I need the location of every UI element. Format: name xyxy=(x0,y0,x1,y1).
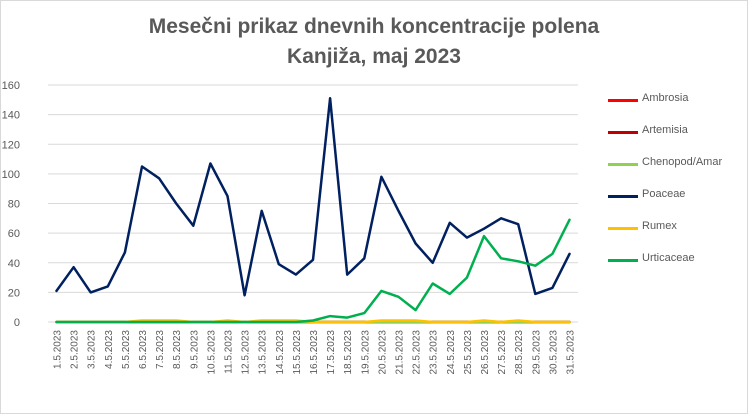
x-tick-label: 28.5.2023 xyxy=(514,330,525,375)
x-tick-label: 12.5.2023 xyxy=(241,330,252,375)
x-tick-label: 3.5.2023 xyxy=(87,330,98,369)
y-tick-label: 60 xyxy=(8,228,20,240)
x-tick-label: 7.5.2023 xyxy=(155,330,166,369)
y-tick-label: 140 xyxy=(2,110,20,122)
legend-swatch xyxy=(608,163,638,166)
x-tick-label: 27.5.2023 xyxy=(497,330,508,375)
x-tick-label: 8.5.2023 xyxy=(172,330,183,369)
legend-swatch xyxy=(608,195,638,198)
x-tick-label: 30.5.2023 xyxy=(548,330,559,375)
y-tick-label: 0 xyxy=(14,317,20,329)
x-tick-label: 23.5.2023 xyxy=(429,330,440,375)
x-tick-label: 2.5.2023 xyxy=(70,330,81,369)
x-tick-label: 1.5.2023 xyxy=(53,330,64,369)
legend-swatch xyxy=(608,227,638,230)
y-tick-label: 40 xyxy=(8,258,20,270)
x-tick-label: 17.5.2023 xyxy=(326,330,337,375)
legend-swatch xyxy=(608,259,638,262)
x-tick-label: 25.5.2023 xyxy=(463,330,474,375)
legend-label: Artemisia xyxy=(642,124,688,136)
x-tick-label: 6.5.2023 xyxy=(138,330,149,369)
legend-item-ambrosia: Ambrosia xyxy=(604,90,744,122)
legend-label: Urticaceae xyxy=(642,252,695,264)
x-tick-label: 19.5.2023 xyxy=(360,330,371,375)
x-tick-label: 16.5.2023 xyxy=(309,330,320,375)
y-tick-label: 20 xyxy=(8,287,20,299)
x-tick-label: 29.5.2023 xyxy=(531,330,542,375)
x-tick-label: 9.5.2023 xyxy=(189,330,200,369)
x-tick-label: 15.5.2023 xyxy=(292,330,303,375)
series-line-rumex xyxy=(55,319,571,324)
x-tick-label: 18.5.2023 xyxy=(343,330,354,375)
y-tick-label: 120 xyxy=(2,139,20,151)
y-tick-label: 100 xyxy=(2,169,20,181)
legend-item-poaceae: Poaceae xyxy=(604,186,744,218)
series-line-poaceae xyxy=(55,97,571,297)
x-tick-label: 14.5.2023 xyxy=(275,330,286,375)
legend-item-rumex: Rumex xyxy=(604,218,744,250)
x-tick-label: 20.5.2023 xyxy=(377,330,388,375)
legend-swatch xyxy=(608,131,638,134)
x-tick-label: 4.5.2023 xyxy=(104,330,115,369)
x-tick-label: 13.5.2023 xyxy=(258,330,269,375)
x-tick-label: 10.5.2023 xyxy=(206,330,217,375)
chart-title-line-2: Kanjiža, maj 2023 xyxy=(287,45,461,68)
chart-legend: Ambrosia Artemisia Chenopod/Amar Poaceae Rum… xyxy=(604,90,744,282)
y-tick-label: 160 xyxy=(2,80,20,92)
chart-title-line-1: Mesečni prikaz dnevnih koncentracije pol… xyxy=(148,15,600,38)
legend-item-artemisia: Artemisia xyxy=(604,122,744,154)
legend-label: Ambrosia xyxy=(642,92,689,104)
x-tick-label: 11.5.2023 xyxy=(224,330,235,374)
series-line-urticaceae xyxy=(55,218,571,324)
y-tick-label: 80 xyxy=(8,199,20,211)
legend-label: Chenopod/Amar xyxy=(642,156,723,168)
legend-label: Rumex xyxy=(642,220,677,232)
x-tick-label: 26.5.2023 xyxy=(480,330,491,375)
x-tick-label: 5.5.2023 xyxy=(121,330,132,369)
x-tick-label: 24.5.2023 xyxy=(446,330,457,375)
legend-item-chenopod-amar: Chenopod/Amar xyxy=(604,154,744,186)
chart-title: Mesečni prikaz dnevnih koncentracije pol… xyxy=(0,12,748,72)
x-tick-label: 31.5.2023 xyxy=(565,330,576,375)
legend-item-urticaceae: Urticaceae xyxy=(604,250,744,282)
x-tick-label: 21.5.2023 xyxy=(394,330,405,375)
legend-label: Poaceae xyxy=(642,188,686,200)
x-tick-label: 22.5.2023 xyxy=(412,330,423,375)
legend-swatch xyxy=(608,99,638,102)
